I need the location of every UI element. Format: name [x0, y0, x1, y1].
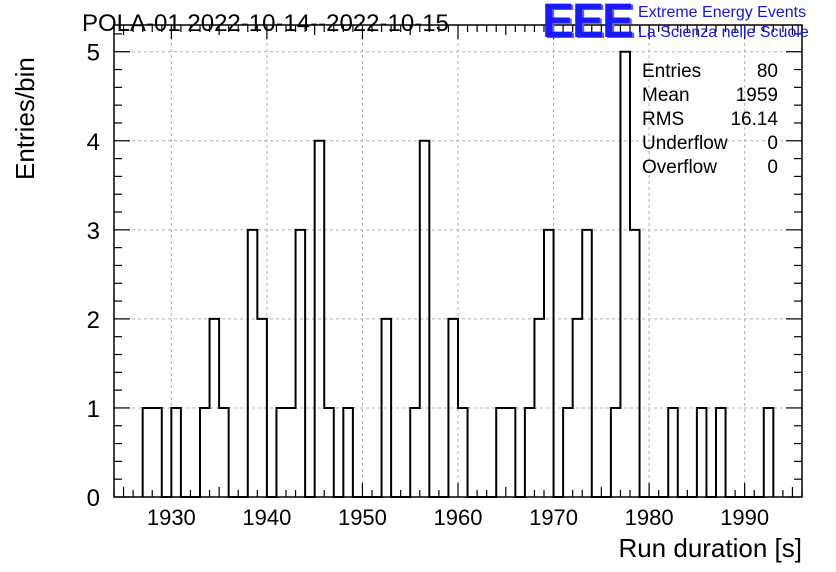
histogram-bin [716, 408, 726, 497]
histogram-bin [219, 408, 229, 497]
stat-label: Mean [642, 85, 690, 106]
stat-label: Entries [642, 61, 702, 82]
stat-value: 1959 [735, 85, 778, 106]
logo-line-2: La Scienza nelle Scuole [638, 24, 809, 41]
y-tick-label: 2 [87, 307, 100, 334]
histogram-bin [286, 408, 296, 497]
stat-label: Underflow [642, 133, 728, 154]
histogram-bin [171, 408, 181, 497]
stat-underflow: Underflow 0 [642, 132, 778, 156]
histogram-bin [582, 230, 592, 497]
histogram-bin [248, 230, 258, 497]
histogram-bin [525, 408, 535, 497]
stat-label: Overflow [642, 157, 717, 178]
histogram-bin [200, 408, 210, 497]
x-tick-label: 1970 [529, 505, 578, 530]
x-tick-label: 1950 [338, 505, 387, 530]
histogram-bin [611, 408, 621, 497]
eee-logo: EEE Extreme Energy Events La Scienza nel… [540, 0, 836, 52]
stats-box: Entries 80 Mean 1959 RMS 16.14 Underflow… [642, 60, 778, 180]
stat-overflow: Overflow 0 [642, 156, 778, 180]
stat-value: 0 [767, 157, 778, 178]
histogram-bin [276, 408, 286, 497]
y-tick-label: 3 [87, 218, 100, 245]
histogram-bin [668, 408, 678, 497]
logo-line-1: Extreme Energy Events [638, 4, 807, 21]
eee-logo-mark: EEE [542, 0, 634, 48]
histogram-bin [296, 230, 306, 497]
x-tick-label: 1940 [242, 505, 291, 530]
histogram-bin [697, 408, 707, 497]
histogram-bin [544, 230, 554, 497]
y-tick-label: 1 [87, 396, 100, 423]
y-tick-label: 4 [87, 129, 100, 156]
x-tick-label: 1990 [720, 505, 769, 530]
histogram-bin [506, 408, 516, 497]
chart-title: POLA-01 2022-10-14--2022-10-15 [82, 10, 449, 37]
stat-label: RMS [642, 109, 685, 130]
histogram-bin [152, 408, 162, 497]
histogram-bin [324, 408, 334, 497]
axes: 1930 1940 1950 1960 1970 1980 1990 0 1 2 3 4 5 [87, 24, 803, 530]
y-tick-label: 5 [87, 40, 100, 67]
stat-value: 16.14 [730, 109, 778, 130]
histogram-bin [410, 408, 420, 497]
stat-rms: RMS 16.14 [642, 108, 778, 132]
stat-value: 0 [767, 133, 778, 154]
histogram-bin [764, 408, 774, 497]
x-tick-label: 1930 [147, 505, 196, 530]
y-axis-label: Entries/bin [10, 57, 40, 180]
histogram-bin [563, 408, 573, 497]
histogram-bin [458, 408, 468, 497]
x-axis-label: Run duration [s] [618, 533, 802, 563]
histogram-bin [620, 52, 630, 497]
stat-entries: Entries 80 [642, 60, 778, 84]
y-tick-label: 0 [87, 485, 100, 512]
x-tick-label: 1960 [434, 505, 483, 530]
stat-value: 80 [756, 61, 778, 82]
histogram-bin [343, 408, 353, 497]
x-tick-label: 1980 [625, 505, 674, 530]
histogram-bin [143, 408, 153, 497]
histogram-bin [496, 408, 506, 497]
histogram-bin [630, 230, 640, 497]
stat-mean: Mean 1959 [642, 84, 778, 108]
